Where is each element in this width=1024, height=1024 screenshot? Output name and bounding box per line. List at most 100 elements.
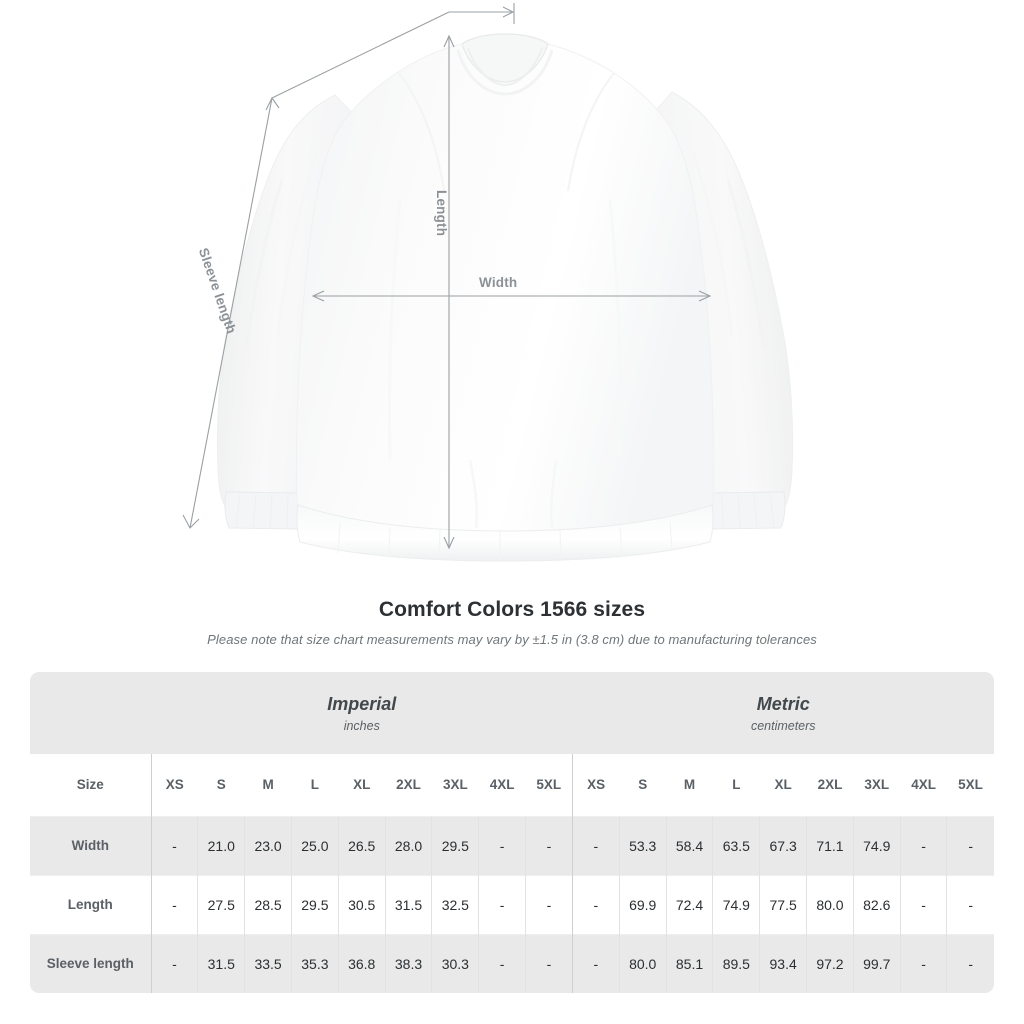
width-dimension-line: [311, 290, 712, 302]
col-header-imp-2xl: 2XL: [385, 754, 432, 816]
table-row: Length - 27.5 28.5 29.5 30.5 31.5 32.5 -…: [30, 874, 994, 934]
measurement-lines: [182, 3, 712, 550]
cell-sleeve-imp-4xl: -: [478, 933, 526, 993]
cell-sleeve-imp-3xl: 30.3: [431, 933, 479, 993]
cell-length-met-2xl: 80.0: [806, 874, 854, 934]
col-header-met-5xl: 5XL: [946, 754, 994, 816]
cell-sleeve-met-2xl: 97.2: [806, 933, 854, 993]
row-header-size: Size: [30, 754, 152, 816]
col-header-met-m: M: [666, 754, 713, 816]
unit-sub-metric: centimeters: [750, 719, 816, 734]
cell-length-met-m: 72.4: [665, 874, 713, 934]
cell-width-imp-4xl: -: [478, 815, 526, 875]
unit-header-row: Imperial inches Metric centimeters: [30, 672, 994, 754]
unit-spacer-cell: [30, 672, 152, 754]
col-header-met-xl: XL: [759, 754, 807, 816]
size-table: Imperial inches Metric centimeters Size …: [30, 672, 994, 993]
tolerance-note: Please note that size chart measurements…: [207, 632, 817, 647]
cell-length-imp-4xl: -: [478, 874, 526, 934]
cell-width-met-xs: -: [571, 815, 620, 875]
cell-width-imp-2xl: 28.0: [384, 815, 432, 875]
cell-length-imp-m: 28.5: [244, 874, 292, 934]
cell-width-met-2xl: 71.1: [806, 815, 854, 875]
table-row: Sleeve length - 31.5 33.5 35.3 36.8 38.3…: [30, 933, 994, 993]
sweatshirt-body: [296, 33, 714, 562]
cell-sleeve-imp-s: 31.5: [197, 933, 245, 993]
table-row: Width - 21.0 23.0 25.0 26.5 28.0 29.5 - …: [30, 815, 994, 875]
cell-length-met-xl: 77.5: [759, 874, 807, 934]
col-header-met-xs: XS: [571, 754, 620, 816]
row-label-sleeve-length: Sleeve length: [30, 933, 152, 993]
cell-width-imp-m: 23.0: [244, 815, 292, 875]
width-label: Width: [479, 275, 518, 290]
cell-width-met-3xl: 74.9: [852, 815, 901, 875]
cell-length-imp-5xl: -: [525, 874, 573, 934]
cell-width-imp-xs: -: [150, 815, 198, 875]
cell-width-met-l: 63.5: [712, 815, 760, 875]
cell-length-imp-2xl: 31.5: [384, 874, 432, 934]
col-header-imp-xs: XS: [150, 754, 198, 816]
cell-width-met-m: 58.4: [665, 815, 713, 875]
row-label-width: Width: [30, 815, 152, 875]
unit-sub-imperial: inches: [343, 719, 380, 734]
col-header-imp-3xl: 3XL: [431, 754, 479, 816]
unit-cell-imperial: Imperial inches: [151, 672, 573, 754]
length-label: Length: [434, 190, 449, 237]
cell-sleeve-met-xl: 93.4: [759, 933, 807, 993]
cell-sleeve-met-l: 89.5: [712, 933, 760, 993]
cell-sleeve-imp-l: 35.3: [290, 933, 339, 993]
cell-sleeve-imp-m: 33.5: [244, 933, 292, 993]
col-header-imp-m: M: [244, 754, 292, 816]
unit-name-metric: Metric: [756, 693, 810, 714]
cell-width-met-xl: 67.3: [759, 815, 807, 875]
cell-sleeve-imp-2xl: 38.3: [384, 933, 432, 993]
cell-length-imp-3xl: 32.5: [431, 874, 479, 934]
size-header-row: Size XS S M L XL 2XL 3XL 4XL 5XL XS S M …: [30, 754, 994, 816]
unit-cell-metric: Metric centimeters: [572, 672, 994, 754]
col-header-imp-xl: XL: [338, 754, 386, 816]
cell-width-imp-5xl: -: [525, 815, 573, 875]
col-header-imp-l: L: [291, 754, 339, 816]
cell-sleeve-imp-5xl: -: [525, 933, 573, 993]
garment-diagram: Length Width Sleeve length: [182, 3, 794, 562]
length-dimension-line: [443, 34, 455, 550]
cell-width-met-5xl: -: [946, 815, 994, 875]
col-header-met-3xl: 3XL: [853, 754, 901, 816]
cell-width-met-4xl: -: [899, 815, 947, 875]
cell-sleeve-met-m: 85.1: [665, 933, 713, 993]
cell-length-imp-s: 27.5: [197, 874, 245, 934]
col-header-imp-4xl: 4XL: [478, 754, 526, 816]
unit-name-imperial: Imperial: [327, 693, 397, 714]
cell-width-imp-xl: 26.5: [337, 815, 386, 875]
cell-sleeve-met-xs: -: [571, 933, 620, 993]
col-header-met-s: S: [619, 754, 667, 816]
cell-length-met-l: 74.9: [712, 874, 760, 934]
col-header-imp-5xl: 5XL: [525, 754, 573, 816]
row-label-length: Length: [30, 874, 152, 934]
cell-sleeve-met-4xl: -: [899, 933, 947, 993]
sweatshirt-illustration: [182, 3, 794, 562]
cell-length-met-5xl: -: [946, 874, 994, 934]
title-block: Comfort Colors 1566 sizes Please note th…: [0, 598, 1024, 647]
cell-sleeve-met-3xl: 99.7: [852, 933, 901, 993]
cell-length-met-4xl: -: [899, 874, 947, 934]
col-header-met-4xl: 4XL: [900, 754, 947, 816]
size-table-container: Imperial inches Metric centimeters Size …: [30, 672, 994, 993]
col-header-imp-s: S: [197, 754, 245, 816]
col-header-met-l: L: [712, 754, 760, 816]
shoulder-leader-line: [271, 3, 515, 99]
cell-length-met-s: 69.9: [618, 874, 667, 934]
cell-length-met-3xl: 82.6: [852, 874, 901, 934]
cell-width-imp-l: 25.0: [290, 815, 339, 875]
cell-length-imp-xl: 30.5: [337, 874, 386, 934]
cell-length-imp-l: 29.5: [290, 874, 339, 934]
cell-sleeve-met-s: 80.0: [618, 933, 667, 993]
col-header-met-2xl: 2XL: [806, 754, 854, 816]
cell-length-met-xs: -: [571, 874, 620, 934]
page-title: Comfort Colors 1566 sizes: [378, 598, 646, 621]
cell-width-imp-s: 21.0: [197, 815, 245, 875]
cell-sleeve-imp-xl: 36.8: [337, 933, 386, 993]
cell-sleeve-met-5xl: -: [946, 933, 994, 993]
cell-length-imp-xs: -: [150, 874, 198, 934]
